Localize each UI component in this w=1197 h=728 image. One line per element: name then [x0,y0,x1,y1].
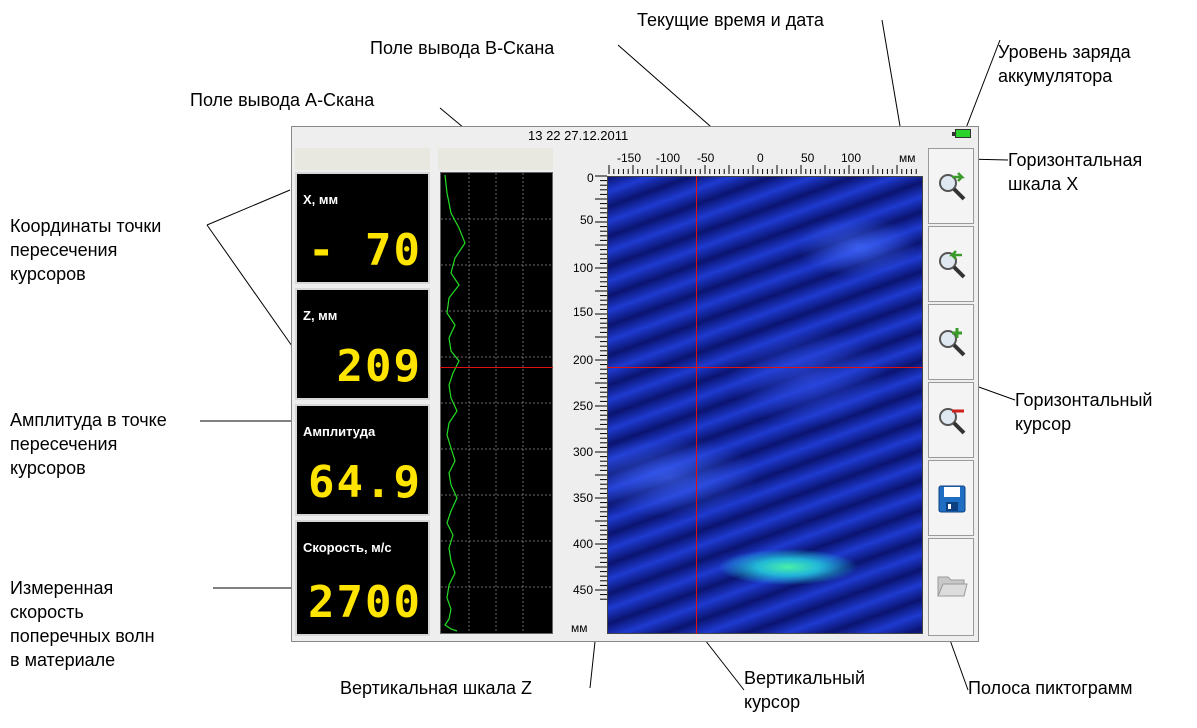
z-tick-label: 450 [573,583,593,597]
horizontal-cursor[interactable] [607,367,923,368]
z-tick-labels: 0 50 100 150 200 250 300 350 400 450 мм [571,171,594,635]
readout-x-label: X, мм [303,192,339,207]
z-tick-label: 200 [573,353,593,367]
z-tick-label: 150 [573,305,593,319]
readout-z: Z, мм 209 [295,288,430,400]
callout-amp-1: Амплитуда в точке [10,410,167,430]
readout-speed-value: 2700 [308,577,422,628]
zoom-left-button[interactable] [928,226,974,302]
callout-hcursor-1: Горизонтальный [1015,390,1153,410]
readout-z-value: 209 [336,341,422,392]
save-button[interactable] [928,460,974,536]
callout-vcursor-1: Вертикальный [744,668,866,688]
callout-hcursor-2: курсор [1015,414,1072,434]
zoom-right-button[interactable] [928,148,974,224]
callout-speed-1: Измеренная [10,578,114,598]
z-tick-label: 350 [573,491,593,505]
open-folder-button[interactable] [928,538,974,636]
ascan-header [438,148,553,170]
callout-vcursor-2: курсор [744,692,801,712]
callout-amp-3: курсоров [10,458,86,478]
zoom-in-icon [939,328,966,357]
z-tick-label: 300 [573,445,593,459]
callout-amp-2: пересечения [10,434,118,454]
x-tick-label: 0 [757,151,764,165]
horizontal-scale-x: -150 -100 -50 0 50 100 мм [605,148,925,174]
x-unit-label: мм [899,151,916,165]
callout-vscale: Вертикальная шкала Z [340,678,533,698]
zoom-out-button[interactable] [928,382,974,458]
save-icon [938,485,966,513]
z-tick-label: 50 [580,213,594,227]
zoom-in-button[interactable] [928,304,974,380]
x-tick-label: 100 [841,151,861,165]
bscan-field[interactable] [607,176,923,634]
callout-battery-2: аккумулятора [998,66,1113,86]
ascan-trace [444,174,466,632]
zoom-out-icon [939,408,966,435]
z-tick-label: 400 [573,537,593,551]
readout-amplitude-value: 64.9 [308,457,422,508]
x-tick-label: 50 [801,151,815,165]
readout-panel-header [295,148,430,170]
readout-speed: Скорость, м/с 2700 [295,520,430,636]
callout-battery-1: Уровень заряда [998,42,1131,62]
vertical-scale-z: 0 50 100 150 200 250 300 350 400 450 мм [565,171,607,636]
callout-coords-2: пересечения [10,240,118,260]
zoom-right-icon [939,172,966,201]
z-unit-label: мм [571,621,588,635]
battery-icon [952,129,971,138]
z-tick-label: 0 [587,172,594,185]
x-tick-labels: -150 -100 -50 0 50 100 мм [617,151,916,165]
readout-amplitude-label: Амплитуда [303,424,376,439]
callout-speed-4: в материале [10,650,116,670]
callout-coords-1: Координаты точки [10,216,162,236]
callout-bscan-field: Поле вывода В-Скана [370,38,555,58]
callout-speed-2: скорость [10,602,84,622]
callout-ascan-field: Поле вывода А-Скана [190,90,375,110]
x-tick-label: -50 [697,151,715,165]
x-tick-label: -150 [617,151,641,165]
callout-iconbar: Полоса пиктограмм [968,678,1133,698]
readout-x-value: - 70 [308,225,422,276]
ascan-field[interactable] [440,172,553,634]
callout-hscale-2: шкала Х [1008,174,1079,194]
readout-amplitude: Амплитуда 64.9 [295,404,430,516]
ascan-plot [441,173,552,633]
x-tick-label: -100 [656,151,680,165]
vertical-cursor[interactable] [696,176,697,634]
z-tick-label: 250 [573,399,593,413]
readout-x: X, мм - 70 [295,172,430,284]
readout-z-label: Z, мм [303,308,338,323]
readout-speed-label: Скорость, м/с [303,540,392,555]
z-tick-label: 100 [573,261,593,275]
callout-speed-3: поперечных волн [10,626,155,646]
status-datetime: 13 22 27.12.2011 [528,128,629,143]
open-folder-icon [937,576,968,597]
horizontal-cursor-ascan[interactable] [440,367,553,368]
callout-coords-3: курсоров [10,264,86,284]
callout-datetime: Текущие время и дата [637,10,824,30]
zoom-left-icon [939,250,966,279]
callout-hscale-1: Горизонтальная [1008,150,1143,170]
